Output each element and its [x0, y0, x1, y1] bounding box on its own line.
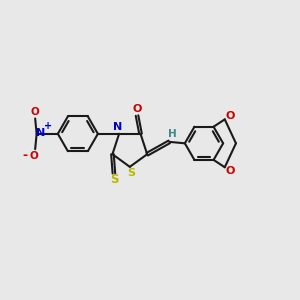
Text: S: S: [110, 173, 118, 186]
Text: O: O: [132, 104, 142, 114]
Text: O: O: [31, 107, 40, 117]
Text: +: +: [44, 121, 52, 130]
Text: O: O: [225, 166, 235, 176]
Text: N: N: [35, 128, 45, 138]
Text: O: O: [29, 152, 38, 161]
Text: O: O: [225, 111, 235, 121]
Text: S: S: [127, 168, 135, 178]
Text: N: N: [113, 122, 122, 132]
Text: H: H: [168, 129, 177, 139]
Text: -: -: [22, 148, 27, 161]
